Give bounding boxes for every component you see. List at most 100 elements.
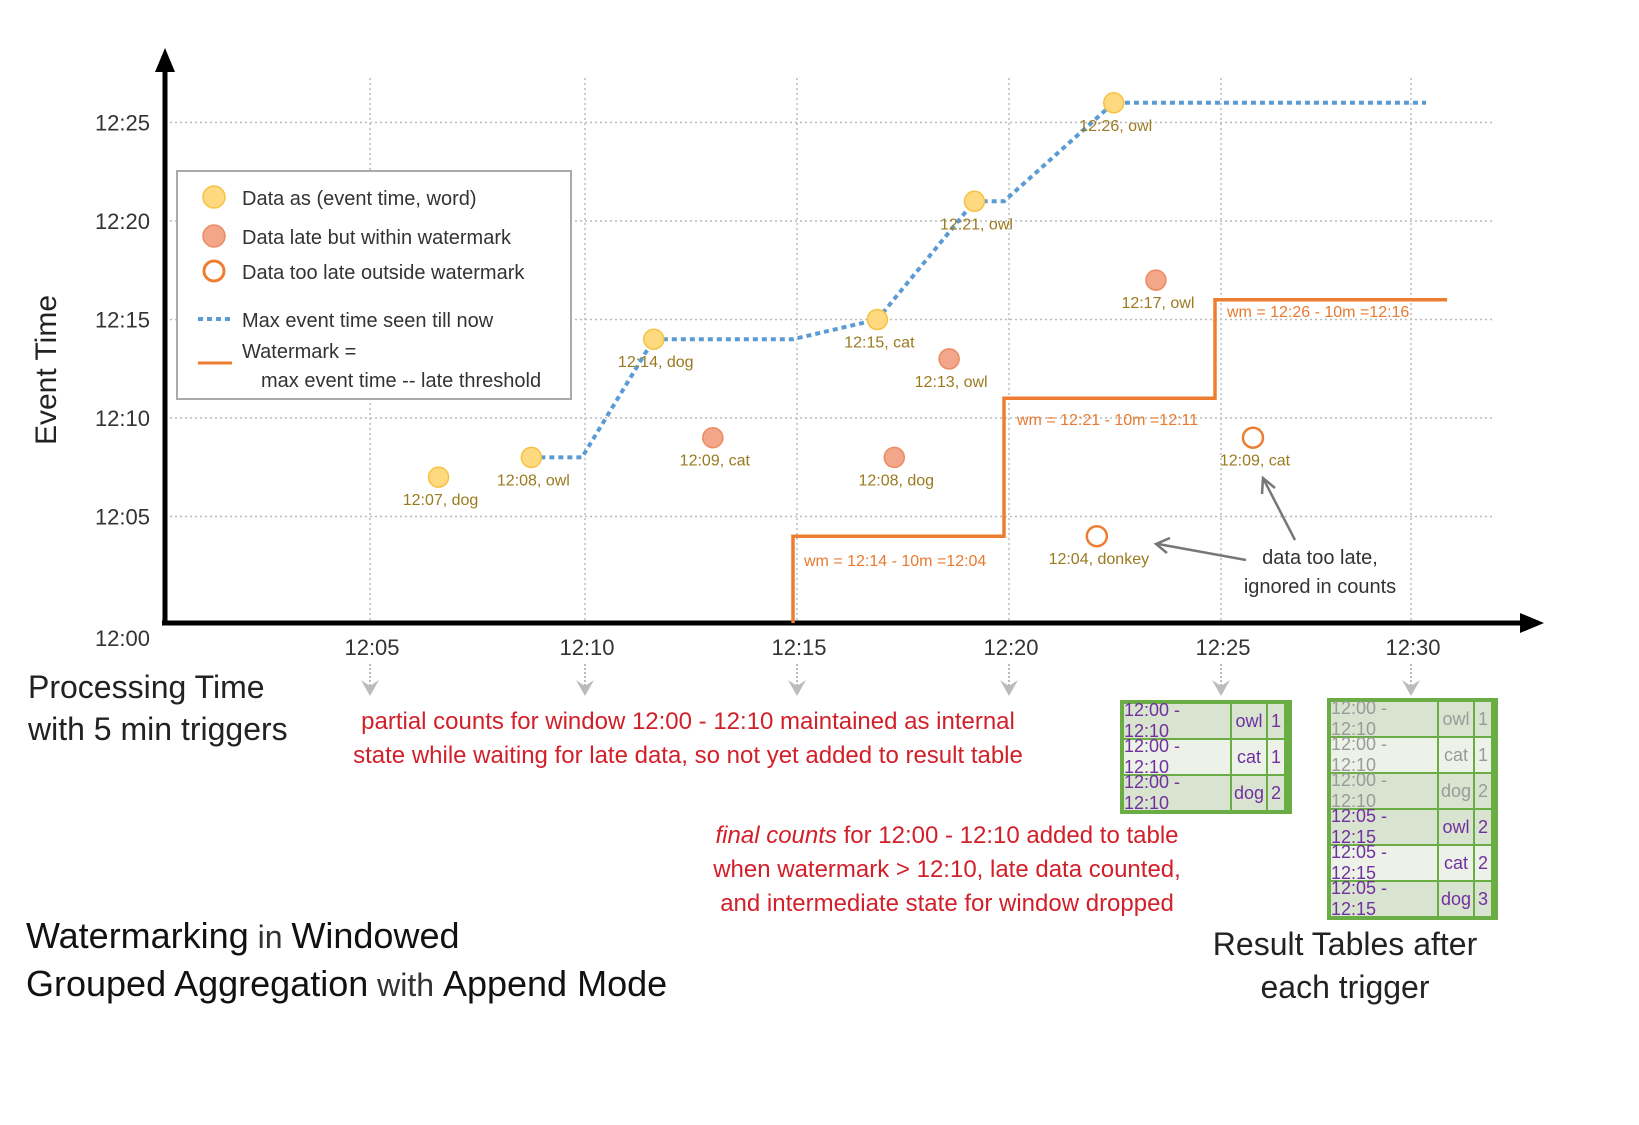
data-point-on-time: [520, 446, 543, 469]
x-axis-arrow-icon: [1520, 613, 1544, 633]
on-time-marker-icon: [202, 185, 226, 209]
arrow-to-donkey-icon: [1157, 542, 1247, 562]
max-event-time-line: [531, 100, 1426, 460]
x-tick-label: 12:30: [1385, 635, 1440, 660]
data-point-on-time: [963, 190, 986, 213]
count-cell: 1: [1268, 740, 1284, 774]
data-point-label: 12:14, dog: [618, 354, 694, 371]
x-axis-label-line2: with 5 min triggers: [27, 711, 288, 747]
count-cell: 1: [1268, 704, 1284, 738]
result-table-1225: 12:00 - 12:10 owl 1 12:00 - 12:10 cat 1 12:00 …: [1120, 700, 1292, 814]
y-tick-label: 12:00: [95, 626, 150, 651]
data-point-on-time: [427, 466, 450, 488]
window-cell: 12:00 - 12:10: [1124, 736, 1230, 777]
too-late-text-1: data too late,: [1262, 547, 1378, 569]
trigger-arrow-icon: [1000, 680, 1018, 696]
trigger-arrow-icon: [788, 680, 806, 696]
y-axis-label: Event Time: [30, 295, 63, 445]
data-point-label: 12:13, owl: [915, 374, 988, 391]
data-point-late: [1145, 269, 1167, 291]
trigger-arrow-icon: [1402, 680, 1420, 696]
window-cell: 12:00 - 12:10: [1331, 770, 1437, 811]
data-point-late: [938, 348, 960, 370]
watermark-label-1: wm = 12:14 - 10m =12:04: [803, 553, 986, 570]
y-tick-label: 12:25: [95, 111, 150, 136]
legend: Data as (event time, word) Data late but…: [176, 170, 572, 400]
word-cell: owl: [1439, 810, 1473, 844]
x-tick-label: 12:20: [983, 635, 1038, 660]
x-tick-label: 12:15: [771, 635, 826, 660]
too-late-marker-icon: [202, 259, 226, 283]
data-point-label: 12:04, donkey: [1049, 551, 1150, 568]
window-cell: 12:00 - 12:10: [1331, 734, 1437, 775]
data-point-label: 12:09, cat: [680, 453, 751, 470]
result-row: 12:05 - 12:15 cat 2: [1331, 842, 1494, 883]
window-cell: 12:05 - 12:15: [1331, 878, 1437, 919]
y-tick-label: 12:10: [95, 406, 150, 431]
trigger-arrow-icon: [576, 680, 594, 696]
final-counts-text-2: when watermark > 12:10, late data counte…: [712, 856, 1181, 883]
trigger-arrow-icon: [1212, 680, 1230, 696]
window-cell: 12:05 - 12:15: [1331, 806, 1437, 847]
data-point-on-time: [866, 308, 889, 331]
data-point-late: [702, 426, 724, 449]
data-point-label: 12:26, owl: [1079, 118, 1152, 135]
title-line-2: Grouped Aggregation with Append Mode: [26, 963, 667, 1004]
legend-too-late: Data too late outside watermark: [242, 262, 525, 284]
window-cell: 12:05 - 12:15: [1331, 842, 1437, 883]
data-point-label: 12:08, owl: [497, 472, 570, 489]
data-point-too-late: [1085, 524, 1109, 548]
tables-caption-2: each trigger: [1261, 969, 1430, 1005]
data-point-late: [883, 446, 906, 469]
result-row: 12:00 - 12:10 cat 1: [1331, 734, 1494, 775]
partial-counts-text-2: state while waiting for late data, so no…: [353, 742, 1023, 769]
data-point-on-time: [1102, 92, 1125, 114]
x-tick-label: 12:05: [344, 635, 399, 660]
y-tick-label: 12:15: [95, 308, 150, 333]
result-row: 12:05 - 12:15 dog 3: [1331, 878, 1494, 919]
legend-watermark-2: max event time -- late threshold: [261, 370, 541, 392]
legend-max-line: Max event time seen till now: [242, 310, 494, 332]
arrow-to-cat-icon: [1262, 479, 1297, 541]
count-cell: 2: [1475, 846, 1491, 880]
data-point-label: 12:09, cat: [1220, 453, 1291, 470]
title-line-1: Watermarking in Windowed: [26, 915, 460, 956]
data-point-label: 12:07, dog: [403, 492, 479, 509]
word-cell: dog: [1439, 774, 1473, 808]
result-row: 12:00 - 12:10 dog 2: [1124, 772, 1288, 813]
data-point-too-late: [1241, 426, 1265, 449]
result-row: 12:00 - 12:10 owl 1: [1331, 698, 1494, 739]
word-cell: dog: [1232, 776, 1266, 810]
x-axis-label-line1: Processing Time: [28, 669, 265, 705]
count-cell: 2: [1475, 774, 1491, 808]
word-cell: cat: [1439, 738, 1473, 772]
y-axis-arrow-icon: [155, 48, 175, 72]
final-counts-text-3: and intermediate state for window droppe…: [720, 890, 1174, 917]
watermark-label-2: wm = 12:21 - 10m =12:11: [1016, 412, 1198, 429]
data-point-label: 12:08, dog: [858, 472, 934, 489]
result-row: 12:00 - 12:10 dog 2: [1331, 770, 1494, 811]
data-point-on-time: [642, 328, 665, 350]
partial-counts-text-1: partial counts for window 12:00 - 12:10 …: [361, 708, 1015, 735]
x-tick-label: 12:10: [559, 635, 614, 660]
window-cell: 12:00 - 12:10: [1331, 698, 1437, 739]
result-row: 12:00 - 12:10 owl 1: [1124, 700, 1288, 741]
legend-on-time: Data as (event time, word): [242, 188, 477, 210]
word-cell: cat: [1439, 846, 1473, 880]
window-cell: 12:00 - 12:10: [1124, 772, 1230, 813]
count-cell: 1: [1475, 738, 1491, 772]
watermark-label-3: wm = 12:26 - 10m =12:16: [1226, 304, 1409, 321]
legend-watermark-1: Watermark =: [242, 341, 356, 363]
result-row: 12:05 - 12:15 owl 2: [1331, 806, 1494, 847]
data-point-label: 12:21, owl: [940, 216, 1013, 233]
tables-caption-1: Result Tables after: [1213, 926, 1478, 962]
count-cell: 1: [1475, 702, 1491, 736]
y-tick-label: 12:05: [95, 505, 150, 530]
late-marker-icon: [202, 224, 226, 248]
window-cell: 12:00 - 12:10: [1124, 700, 1230, 741]
count-cell: 3: [1475, 882, 1491, 916]
watermark-line: [791, 298, 1448, 623]
data-point-label: 12:17, owl: [1121, 295, 1194, 312]
